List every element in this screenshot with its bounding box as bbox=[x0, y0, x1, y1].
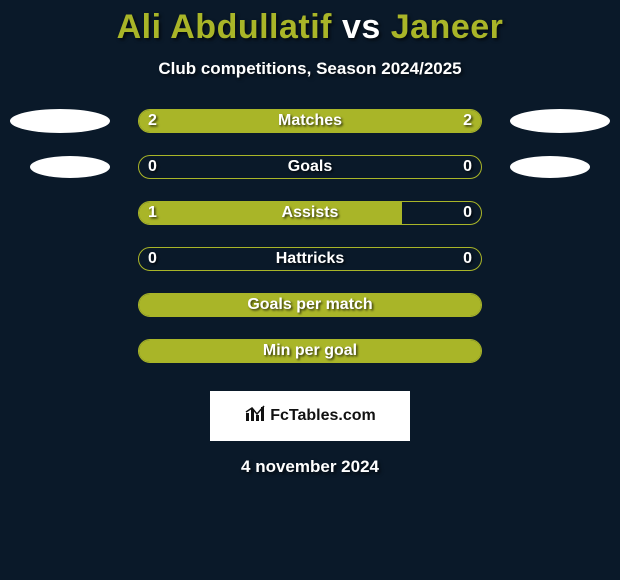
player2-name: Janeer bbox=[391, 8, 504, 46]
date-text: 4 november 2024 bbox=[0, 457, 620, 477]
stat-row: Min per goal bbox=[0, 339, 620, 385]
bar-fill-left bbox=[139, 340, 481, 362]
stat-row: Goals00 bbox=[0, 155, 620, 201]
bar-track bbox=[138, 201, 482, 225]
bar-fill-left bbox=[139, 110, 310, 132]
stat-row: Matches22 bbox=[0, 109, 620, 155]
subtitle: Club competitions, Season 2024/2025 bbox=[0, 59, 620, 79]
bar-fill-left bbox=[139, 294, 481, 316]
bar-track bbox=[138, 247, 482, 271]
avatar-placeholder-left bbox=[10, 109, 110, 133]
avatar-placeholder-right bbox=[510, 109, 610, 133]
avatar-placeholder-right bbox=[510, 156, 590, 178]
stat-row: Goals per match bbox=[0, 293, 620, 339]
bars-area: Matches22Goals00Assists10Hattricks00Goal… bbox=[0, 109, 620, 385]
bar-fill-left bbox=[139, 202, 402, 224]
chart-icon bbox=[244, 405, 266, 428]
comparison-infographic: Ali Abdullatif vs Janeer Club competitio… bbox=[0, 0, 620, 477]
bar-track bbox=[138, 109, 482, 133]
avatar-placeholder-left bbox=[30, 156, 110, 178]
stat-row: Hattricks00 bbox=[0, 247, 620, 293]
bar-fill-right bbox=[310, 110, 481, 132]
bar-track bbox=[138, 293, 482, 317]
watermark-text: FcTables.com bbox=[270, 407, 376, 425]
player1-name: Ali Abdullatif bbox=[117, 8, 332, 46]
bar-track bbox=[138, 155, 482, 179]
title: Ali Abdullatif vs Janeer bbox=[0, 8, 620, 47]
stat-row: Assists10 bbox=[0, 201, 620, 247]
vs-separator: vs bbox=[332, 8, 391, 46]
watermark-box: FcTables.com bbox=[210, 391, 410, 441]
bar-track bbox=[138, 339, 482, 363]
